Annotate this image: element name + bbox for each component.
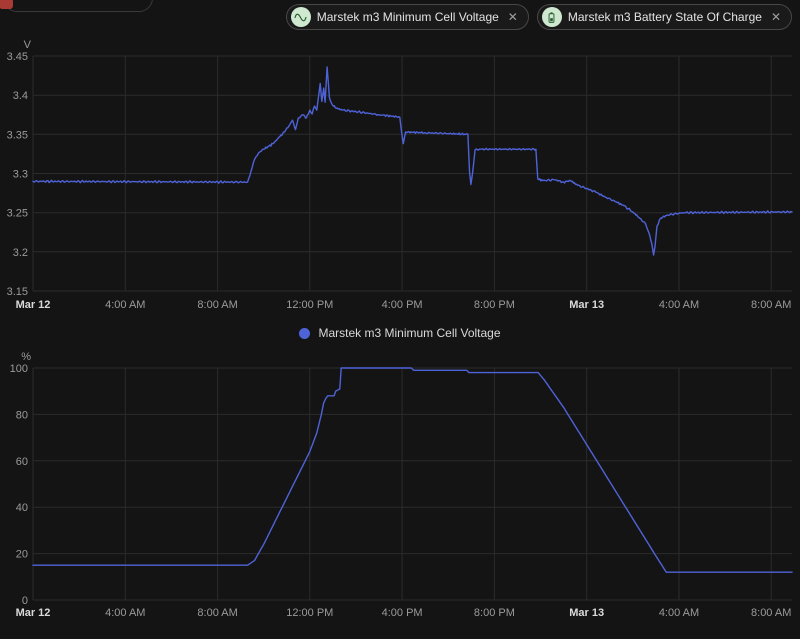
y-axis-tick-label: 3.35 [7, 129, 28, 141]
axis-unit-label: % [21, 351, 31, 363]
axis-unit-label: V [24, 39, 32, 51]
y-axis-tick-label: 3.15 [7, 286, 28, 298]
cropped-red-icon [0, 0, 13, 9]
legend-dot [299, 327, 311, 339]
cropped-toolbar-fragment [3, 0, 153, 12]
x-axis-tick-label: 4:00 AM [105, 299, 145, 311]
x-axis-tick-label: Mar 12 [16, 299, 51, 311]
y-axis-tick-label: 3.3 [13, 169, 28, 181]
x-axis-tick-label: 4:00 AM [105, 607, 145, 619]
x-axis-tick-label: 12:00 PM [286, 607, 333, 619]
x-axis-tick-label: 4:00 PM [382, 607, 423, 619]
chart-canvas: Mar 12 4:00 AM 8:00 AM 12:00 PM 4:00 PM 8:00 … [7, 39, 793, 311]
chip-label: Marstek m3 Minimum Cell Voltage [316, 10, 499, 24]
y-axis-tick-label: 3.25 [7, 208, 28, 220]
series-line [32, 367, 793, 573]
legend-label: Marstek m3 Minimum Cell Voltage [318, 326, 501, 340]
filter-chip-min-cell-voltage[interactable]: Marstek m3 Minimum Cell Voltage ✕ [285, 4, 529, 30]
voltage-legend[interactable]: Marstek m3 Minimum Cell Voltage [0, 320, 800, 346]
sine-wave-icon [290, 7, 311, 27]
y-axis-tick-label: 0 [22, 595, 28, 607]
x-axis-tick-label: 8:00 AM [197, 299, 237, 311]
entity-filter-chips: Marstek m3 Minimum Cell Voltage ✕ Marste… [285, 4, 792, 30]
y-axis-tick-label: 3.4 [13, 90, 28, 102]
y-axis-tick-label: 3.2 [13, 247, 28, 259]
series-line [32, 66, 793, 256]
top-bar: Marstek m3 Minimum Cell Voltage ✕ Marste… [0, 0, 800, 36]
y-axis-tick-label: 80 [16, 409, 28, 421]
x-axis-tick-label: Mar 13 [569, 607, 604, 619]
y-axis-tick-label: 60 [16, 456, 28, 468]
y-axis-tick-label: 40 [16, 502, 28, 514]
close-icon[interactable]: ✕ [507, 10, 518, 24]
y-axis-tick-label: 100 [10, 363, 28, 375]
x-axis-tick-label: 8:00 AM [197, 607, 237, 619]
voltage-chart[interactable]: Mar 12 4:00 AM 8:00 AM 12:00 PM 4:00 PM 8:00 … [0, 36, 800, 320]
battery-icon [541, 7, 562, 27]
x-axis-tick-label: 12:00 PM [286, 299, 333, 311]
x-axis-tick-label: 4:00 PM [382, 299, 423, 311]
x-axis-tick-label: 4:00 AM [659, 607, 699, 619]
chip-label: Marstek m3 Battery State Of Charge [567, 10, 762, 24]
x-axis-tick-label: 4:00 AM [659, 299, 699, 311]
chart-canvas: Mar 12 4:00 AM 8:00 AM 12:00 PM 4:00 PM 8:00 … [10, 351, 793, 619]
close-icon[interactable]: ✕ [770, 10, 781, 24]
x-axis-tick-label: Mar 12 [16, 607, 51, 619]
x-axis-tick-label: 8:00 PM [474, 607, 515, 619]
x-axis-tick-label: 8:00 AM [751, 299, 791, 311]
y-axis-tick-label: 20 [16, 549, 28, 561]
x-axis-tick-label: Mar 13 [569, 299, 604, 311]
state-of-charge-chart[interactable]: Mar 12 4:00 AM 8:00 AM 12:00 PM 4:00 PM 8:00 … [0, 346, 800, 639]
x-axis-tick-label: 8:00 PM [474, 299, 515, 311]
x-axis-tick-label: 8:00 AM [751, 607, 791, 619]
filter-chip-state-of-charge[interactable]: Marstek m3 Battery State Of Charge ✕ [536, 4, 792, 30]
y-axis-tick-label: 3.45 [7, 51, 28, 63]
